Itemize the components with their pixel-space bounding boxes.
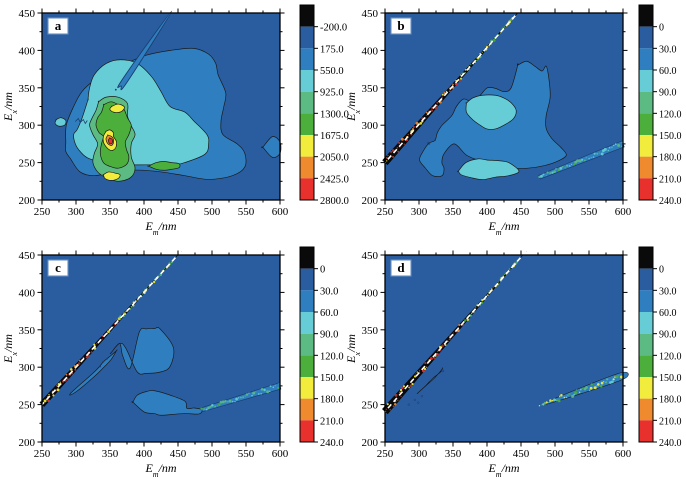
svg-text:60.0: 60.0 — [320, 308, 338, 319]
svg-text:550: 550 — [238, 206, 255, 218]
svg-text:180.0: 180.0 — [659, 153, 682, 164]
svg-text:450: 450 — [362, 250, 379, 262]
svg-text:550: 550 — [238, 448, 255, 460]
svg-text:150.0: 150.0 — [659, 373, 682, 384]
svg-text:200: 200 — [362, 195, 379, 207]
svg-text:120.0: 120.0 — [659, 109, 682, 120]
svg-text:300: 300 — [411, 448, 428, 460]
svg-text:350: 350 — [362, 325, 379, 337]
svg-text:300: 300 — [19, 120, 36, 132]
svg-text:600: 600 — [615, 448, 632, 460]
svg-text:180.0: 180.0 — [320, 395, 344, 406]
svg-text:400: 400 — [136, 448, 153, 460]
svg-text:Em/nm: Em/nm — [144, 219, 176, 237]
svg-text:0: 0 — [659, 265, 664, 276]
svg-text:250: 250 — [19, 400, 36, 412]
svg-text:400: 400 — [362, 287, 379, 299]
svg-text:175.0: 175.0 — [320, 44, 344, 55]
svg-text:350: 350 — [362, 83, 379, 95]
svg-text:450: 450 — [170, 448, 187, 460]
svg-text:400: 400 — [479, 206, 496, 218]
svg-text:600: 600 — [272, 206, 289, 218]
svg-text:500: 500 — [204, 206, 221, 218]
svg-text:30.0: 30.0 — [659, 44, 677, 55]
svg-text:200: 200 — [19, 437, 36, 449]
svg-text:600: 600 — [272, 448, 289, 460]
svg-text:300: 300 — [68, 206, 85, 218]
svg-text:150.0: 150.0 — [659, 131, 682, 142]
svg-text:300: 300 — [411, 206, 428, 218]
svg-text:240.0: 240.0 — [320, 438, 344, 449]
svg-text:30.0: 30.0 — [659, 286, 677, 297]
svg-text:90.0: 90.0 — [320, 330, 338, 341]
svg-text:550.0: 550.0 — [320, 66, 344, 77]
svg-text:250: 250 — [377, 448, 394, 460]
svg-text:240.0: 240.0 — [659, 196, 682, 207]
svg-text:350: 350 — [102, 448, 119, 460]
svg-text:240.0: 240.0 — [659, 438, 682, 449]
svg-text:450: 450 — [19, 8, 36, 20]
svg-text:60.0: 60.0 — [659, 308, 677, 319]
svg-text:450: 450 — [362, 8, 379, 20]
svg-text:450: 450 — [170, 206, 187, 218]
svg-text:400: 400 — [19, 45, 36, 57]
svg-text:925.0: 925.0 — [320, 88, 344, 99]
svg-text:180.0: 180.0 — [659, 395, 682, 406]
svg-text:600: 600 — [615, 206, 632, 218]
svg-text:Em/nm: Em/nm — [144, 461, 176, 479]
svg-text:400: 400 — [19, 287, 36, 299]
svg-text:250: 250 — [19, 158, 36, 170]
svg-text:Ex/nm: Ex/nm — [344, 334, 362, 364]
svg-text:550: 550 — [581, 448, 598, 460]
svg-text:400: 400 — [362, 45, 379, 57]
svg-text:120.0: 120.0 — [659, 351, 682, 362]
svg-text:210.0: 210.0 — [320, 416, 344, 427]
svg-text:350: 350 — [19, 83, 36, 95]
svg-text:0: 0 — [659, 23, 664, 34]
svg-text:60.0: 60.0 — [659, 66, 677, 77]
svg-text:250: 250 — [362, 400, 379, 412]
svg-text:300: 300 — [68, 448, 85, 460]
svg-text:Ex/nm: Ex/nm — [1, 334, 19, 364]
svg-text:a: a — [55, 18, 62, 33]
svg-text:500: 500 — [547, 206, 564, 218]
svg-text:300: 300 — [362, 120, 379, 132]
svg-text:300: 300 — [362, 362, 379, 374]
svg-text:90.0: 90.0 — [659, 88, 677, 99]
svg-text:Em/nm: Em/nm — [487, 219, 519, 237]
svg-text:300: 300 — [19, 362, 36, 374]
svg-text:350: 350 — [102, 206, 119, 218]
svg-text:400: 400 — [479, 448, 496, 460]
svg-text:350: 350 — [445, 448, 462, 460]
svg-text:c: c — [55, 260, 61, 275]
svg-text:120.0: 120.0 — [320, 351, 344, 362]
svg-text:450: 450 — [513, 448, 530, 460]
svg-text:400: 400 — [136, 206, 153, 218]
svg-text:250: 250 — [362, 158, 379, 170]
svg-text:550: 550 — [581, 206, 598, 218]
svg-text:250: 250 — [34, 206, 51, 218]
svg-text:Em/nm: Em/nm — [487, 461, 519, 479]
svg-text:200: 200 — [362, 437, 379, 449]
svg-text:Ex/nm: Ex/nm — [344, 92, 362, 122]
svg-text:500: 500 — [547, 448, 564, 460]
svg-text:b: b — [397, 18, 404, 33]
svg-text:210.0: 210.0 — [659, 416, 682, 427]
svg-text:450: 450 — [513, 206, 530, 218]
svg-text:210.0: 210.0 — [659, 174, 682, 185]
svg-text:150.0: 150.0 — [320, 373, 344, 384]
svg-text:90.0: 90.0 — [659, 330, 677, 341]
svg-text:Ex/nm: Ex/nm — [1, 92, 19, 122]
svg-text:350: 350 — [19, 325, 36, 337]
svg-text:250: 250 — [34, 448, 51, 460]
svg-text:500: 500 — [204, 448, 221, 460]
svg-text:450: 450 — [19, 250, 36, 262]
svg-text:200: 200 — [19, 195, 36, 207]
svg-text:d: d — [397, 260, 405, 275]
svg-text:30.0: 30.0 — [320, 286, 338, 297]
svg-text:250: 250 — [377, 206, 394, 218]
svg-text:0: 0 — [320, 265, 325, 276]
svg-text:350: 350 — [445, 206, 462, 218]
